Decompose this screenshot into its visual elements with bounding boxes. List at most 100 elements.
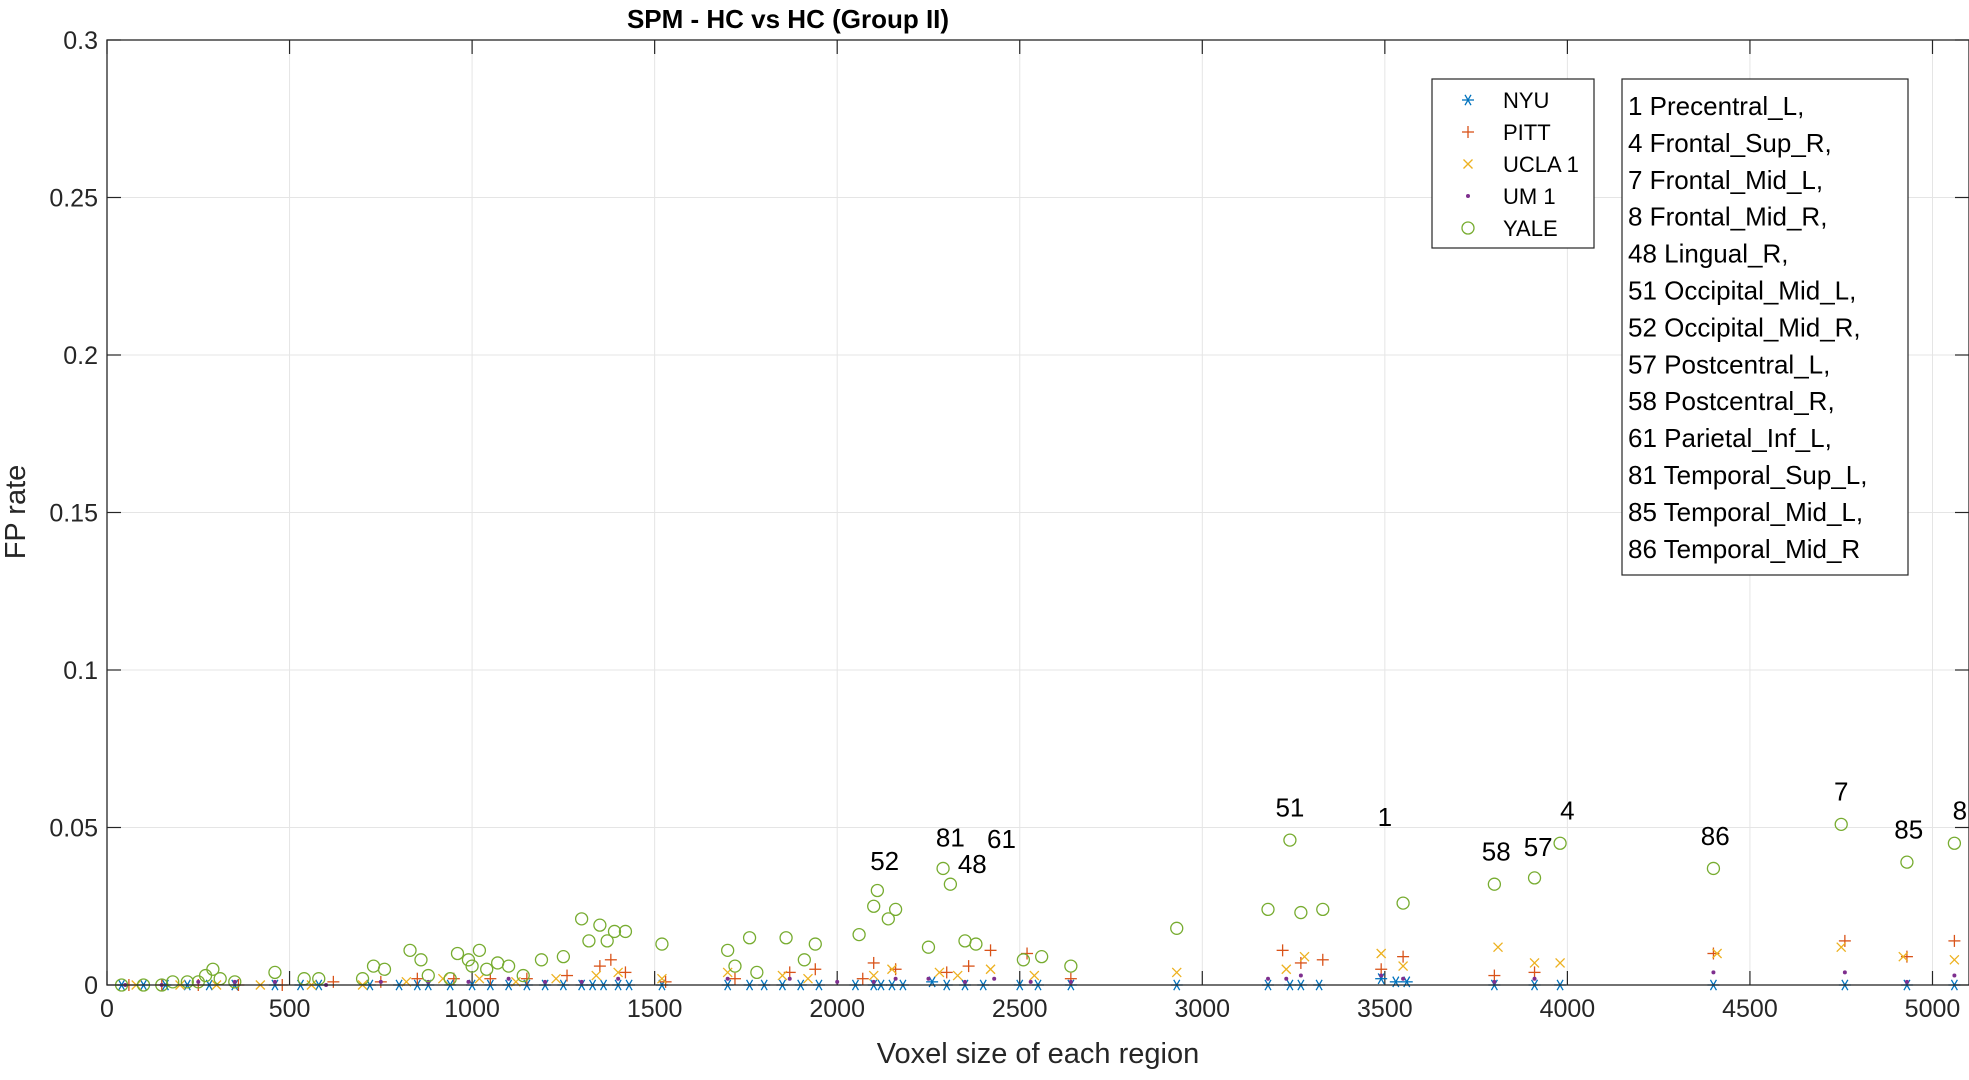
data-point-um-1 [616, 976, 621, 981]
chart-title: SPM - HC vs HC (Group II) [627, 4, 949, 34]
data-point-yale [1396, 896, 1410, 910]
region-legend-entry: 8 Frontal_Mid_R, [1628, 202, 1827, 232]
legend-label: YALE [1503, 216, 1558, 241]
region-annotation: 51 [1275, 792, 1304, 822]
data-point-um-1 [1904, 979, 1909, 984]
data-point-pitt [520, 972, 533, 985]
series-legend: NYU PITT UCLA 1 UM 1 YALE [1431, 78, 1595, 249]
region-legend-entry: 85 Temporal_Mid_L, [1628, 497, 1863, 527]
data-point-pitt [1375, 963, 1388, 976]
data-point-um-1 [992, 976, 997, 981]
legend-item-yale: YALE [1461, 216, 1558, 241]
data-point-um-1 [1711, 970, 1716, 975]
data-point-yale [721, 943, 735, 957]
data-point-um-1 [378, 979, 383, 984]
y-tick-label: 0.15 [49, 500, 98, 528]
region-legend-entry: 52 Occipital_Mid_R, [1628, 312, 1861, 342]
plot-frame [106, 39, 1969, 986]
series-legend-box [1431, 78, 1595, 249]
data-point-yale [465, 959, 479, 973]
data-point-um-1 [1266, 976, 1271, 981]
region-annotation: 8 [1953, 796, 1967, 826]
data-point-yale [1316, 902, 1330, 917]
data-point-ucla-1 [868, 970, 879, 981]
data-point-yale [461, 953, 476, 967]
data-point-ucla-1 [777, 970, 788, 981]
data-point-ucla-1 [1376, 948, 1387, 959]
x-tick-labels: 0 500 1000 1500 2000 2500 3000 3500 4000 4500 5000 [100, 995, 1960, 1023]
region-legend-entry: 58 Postcentral_R, [1628, 386, 1835, 416]
data-point-yale [206, 962, 220, 976]
data-point-yale [867, 899, 881, 913]
data-point-pitt [867, 956, 880, 969]
data-point-ucla-1 [1555, 957, 1566, 968]
data-point-um-1 [1028, 979, 1033, 984]
data-point-yale [936, 861, 950, 876]
data-point-yale [450, 946, 465, 961]
series-yale [114, 817, 1962, 992]
data-point-pitt [561, 969, 574, 982]
data-point-yale [377, 962, 392, 976]
data-point-yale [1553, 836, 1567, 850]
data-point-um-1 [871, 979, 876, 984]
data-point-pitt [1488, 969, 1501, 982]
data-point-pitt [1294, 956, 1307, 969]
data-point-um-1 [926, 976, 931, 981]
data-point-ucla-1 [985, 964, 996, 975]
y-tick-label: 0.3 [63, 27, 98, 55]
region-legend-entry: 81 Temporal_Sup_L, [1628, 460, 1867, 490]
region-legend-entry: 4 Frontal_Sup_R, [1628, 128, 1832, 158]
y-tick-label: 0 [84, 972, 98, 1000]
region-annotation: 57 [1524, 832, 1553, 862]
region-annotation: 1 [1378, 802, 1392, 832]
data-point-yale [1283, 833, 1297, 847]
region-annotation: 58 [1482, 837, 1511, 867]
data-point-yale [852, 927, 866, 942]
data-point-um-1 [1842, 970, 1847, 975]
data-point-um-1 [835, 979, 840, 984]
legend-label: NYU [1503, 88, 1549, 113]
data-point-pitt [1838, 934, 1851, 947]
x-tick-label: 2500 [992, 995, 1048, 1023]
data-point-ucla-1 [1836, 942, 1847, 953]
data-point-yale [180, 975, 194, 989]
data-point-yale [1706, 861, 1721, 876]
data-point-ucla-1 [952, 970, 963, 981]
data-point-yale [556, 950, 571, 964]
data-point-yale [1947, 836, 1962, 850]
data-point-um-1 [506, 976, 511, 981]
data-point-yale [797, 953, 811, 967]
data-point-pitt [940, 966, 953, 979]
data-point-yale [888, 902, 903, 917]
region-legend-entry: 7 Frontal_Mid_L, [1628, 165, 1823, 195]
data-point-yale [921, 940, 936, 954]
region-legend-entry: 1 Precentral_L, [1628, 91, 1804, 121]
data-point-ucla-1 [1398, 961, 1409, 972]
data-point-ucla-1 [591, 970, 602, 981]
x-tick-label: 3500 [1357, 995, 1413, 1023]
data-point-um-1 [232, 979, 237, 984]
data-point-yale [268, 965, 282, 980]
data-point-yale [1035, 950, 1049, 964]
region-legend-entry: 48 Lingual_R, [1628, 239, 1788, 269]
data-point-pitt [327, 975, 340, 988]
data-point-nyu [1375, 973, 1388, 985]
data-point-yale [728, 959, 742, 973]
x-tick-label: 1000 [444, 995, 500, 1023]
data-point-yale [742, 931, 757, 945]
y-tick-label: 0.05 [49, 815, 98, 843]
data-point-pitt [604, 953, 617, 966]
data-point-yale [1487, 877, 1502, 891]
data-point-pitt [962, 960, 975, 973]
data-point-ucla-1 [1949, 954, 1960, 965]
data-point-yale [1064, 959, 1078, 973]
region-legend: 1 Precentral_L, 4 Frontal_Sup_R, 7 Frontal… [1621, 78, 1909, 576]
y-tick-label: 0.1 [63, 657, 98, 685]
data-point-yale [1016, 953, 1031, 967]
region-annotation: 7 [1834, 777, 1848, 807]
data-point-pitt [1316, 953, 1329, 966]
region-annotation: 81 [936, 822, 965, 852]
x-tick-label: 500 [269, 995, 311, 1023]
